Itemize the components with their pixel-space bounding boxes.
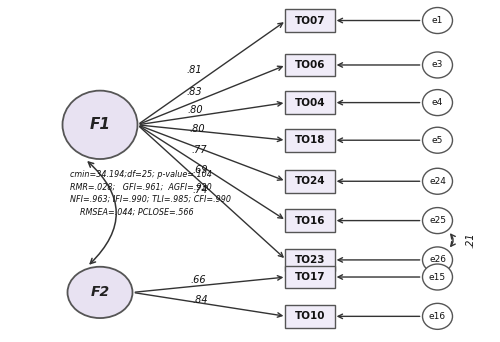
FancyBboxPatch shape xyxy=(285,129,335,152)
Text: .83: .83 xyxy=(186,87,202,97)
Ellipse shape xyxy=(422,90,452,116)
Text: .80: .80 xyxy=(188,105,204,115)
Ellipse shape xyxy=(422,127,452,153)
Text: e5: e5 xyxy=(432,136,443,145)
Text: .84: .84 xyxy=(192,295,208,305)
Text: .77: .77 xyxy=(192,145,207,155)
Text: e25: e25 xyxy=(429,216,446,225)
Text: e4: e4 xyxy=(432,98,443,107)
FancyBboxPatch shape xyxy=(285,249,335,271)
Text: TO23: TO23 xyxy=(295,255,325,265)
Ellipse shape xyxy=(422,168,452,194)
Text: e24: e24 xyxy=(429,177,446,186)
Ellipse shape xyxy=(62,91,138,159)
Text: e3: e3 xyxy=(432,61,443,69)
Text: TO10: TO10 xyxy=(295,311,325,321)
FancyBboxPatch shape xyxy=(285,170,335,193)
Text: TO18: TO18 xyxy=(295,135,325,145)
FancyBboxPatch shape xyxy=(285,209,335,232)
Ellipse shape xyxy=(422,52,452,78)
Text: e1: e1 xyxy=(432,16,443,25)
Text: F1: F1 xyxy=(90,117,110,132)
Text: .81: .81 xyxy=(186,65,202,75)
Ellipse shape xyxy=(422,264,452,290)
Text: TO04: TO04 xyxy=(294,97,326,108)
FancyBboxPatch shape xyxy=(285,91,335,114)
Ellipse shape xyxy=(422,208,452,234)
Text: TO07: TO07 xyxy=(294,15,326,26)
Text: e26: e26 xyxy=(429,255,446,264)
Text: .21: .21 xyxy=(465,233,475,248)
Text: e15: e15 xyxy=(429,273,446,281)
FancyBboxPatch shape xyxy=(285,305,335,328)
Text: .74: .74 xyxy=(192,185,208,195)
Text: TO06: TO06 xyxy=(295,60,325,70)
Text: F2: F2 xyxy=(90,286,110,299)
Ellipse shape xyxy=(422,247,452,273)
FancyBboxPatch shape xyxy=(285,54,335,76)
Text: .66: .66 xyxy=(191,275,206,285)
Text: cmin=34.194;df=25; p-value=.104
RMR=.028;   GFI=.961;  AGFI=.930
NFI=.963; IFI=.: cmin=34.194;df=25; p-value=.104 RMR=.028… xyxy=(70,170,231,216)
Text: TO24: TO24 xyxy=(294,176,326,186)
Text: e16: e16 xyxy=(429,312,446,321)
Text: TO16: TO16 xyxy=(295,215,325,226)
Text: TO17: TO17 xyxy=(294,272,326,282)
FancyBboxPatch shape xyxy=(285,266,335,288)
Text: .80: .80 xyxy=(190,124,206,134)
FancyBboxPatch shape xyxy=(285,9,335,32)
Ellipse shape xyxy=(422,8,452,34)
Text: .69: .69 xyxy=(192,165,208,175)
Ellipse shape xyxy=(422,303,452,329)
Ellipse shape xyxy=(68,267,132,318)
